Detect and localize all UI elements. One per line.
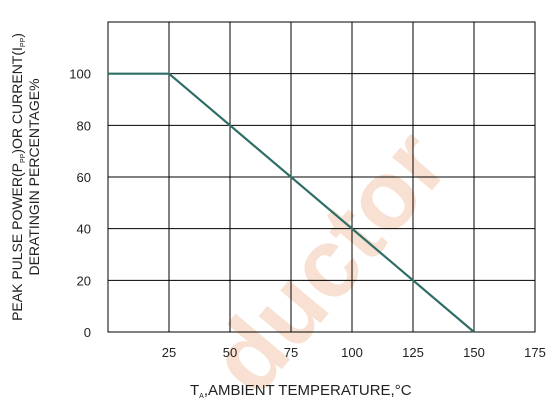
y-axis-label: PEAK PULSE POWER(PPP)OR CURRENT(IPP) DER… xyxy=(9,33,42,321)
y-tick-label: 40 xyxy=(77,222,91,237)
series-layer xyxy=(108,72,475,333)
y-tick-label: 80 xyxy=(77,118,91,133)
x-tick-label: 125 xyxy=(402,345,424,360)
y-tick-labels: 0 20 40 60 80 100 xyxy=(69,67,91,340)
x-tick-label: 150 xyxy=(463,345,485,360)
y-tick-label: 100 xyxy=(69,67,91,82)
plot-frame xyxy=(107,21,536,333)
x-tick-labels: 25 50 75 100 125 150 175 xyxy=(162,345,546,360)
y-tick-label: 20 xyxy=(77,273,91,288)
x-tick-label: 100 xyxy=(341,345,363,360)
y-axis-label-line1: PEAK PULSE POWER(PPP)OR CURRENT(IPP) xyxy=(9,33,27,321)
x-tick-label: 175 xyxy=(524,345,546,360)
derating-curve xyxy=(108,72,475,333)
y-axis-label-line2: DERATINGIN PERCENTAGE% xyxy=(26,78,42,275)
x-tick-label: 75 xyxy=(284,345,298,360)
x-tick-label: 50 xyxy=(223,345,237,360)
x-axis-label: TA,AMBIENT TEMPERATURE,°C xyxy=(190,382,412,400)
y-tick-label: 60 xyxy=(77,170,91,185)
y-tick-label: 0 xyxy=(84,325,91,340)
x-tick-label: 25 xyxy=(162,345,176,360)
